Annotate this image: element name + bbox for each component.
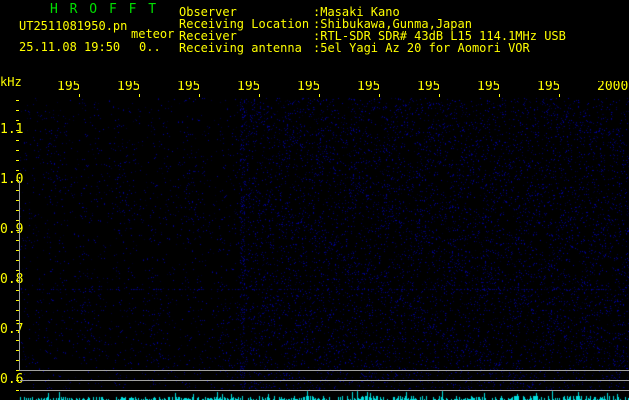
time-tick xyxy=(79,94,80,97)
frequency-tick xyxy=(16,170,19,171)
frequency-tick xyxy=(16,260,19,261)
time-label: 1958 xyxy=(477,81,499,93)
frequency-tick xyxy=(16,350,19,351)
frequency-tick xyxy=(16,180,19,181)
frequency-tick xyxy=(16,220,19,221)
frequency-tick xyxy=(16,270,19,271)
time-tick xyxy=(139,94,140,97)
frequency-label: 0.6 xyxy=(0,372,24,387)
frequency-tick xyxy=(16,300,19,301)
time-label: 2000 xyxy=(597,81,629,93)
frequency-tick xyxy=(16,110,19,111)
receiver-label: Receiver xyxy=(179,29,237,43)
frequency-tick xyxy=(16,120,19,121)
frequency-tick xyxy=(16,210,19,211)
time-label: 1953 xyxy=(177,81,199,93)
frequency-tick xyxy=(16,250,19,251)
frequency-label: 0.8 xyxy=(0,272,24,287)
frequency-tick xyxy=(16,360,19,361)
frequency-tick xyxy=(16,320,19,321)
frequency-tick xyxy=(16,310,19,311)
time-label: 1955 xyxy=(297,81,319,93)
mode-label: meteor xyxy=(131,27,175,41)
frequency-tick xyxy=(16,200,19,201)
frame-line xyxy=(19,181,20,371)
frequency-label: 0.9 xyxy=(0,222,24,237)
frequency-tick xyxy=(16,330,19,331)
location-value: :Shibukawa,Gunma,Japan xyxy=(313,17,472,31)
frequency-tick xyxy=(16,230,19,231)
datetime: 25.11.08 19:50 xyxy=(19,40,121,54)
time-tick xyxy=(199,94,200,97)
time-tick xyxy=(439,94,440,97)
frequency-tick xyxy=(16,240,19,241)
time-tick xyxy=(559,94,560,97)
receiver-value: :RTL-SDR SDR# 43dB L15 114.1MHz USB xyxy=(313,29,566,43)
antenna-label: Receiving antenna xyxy=(179,41,302,55)
antenna-value: :5el Yagi Az 20 for Aomori VOR xyxy=(313,41,530,55)
frequency-tick xyxy=(16,190,19,191)
frame-line xyxy=(20,380,629,381)
app-title: H R O F F T xyxy=(50,2,159,17)
frequency-tick xyxy=(16,100,19,101)
frequency-tick xyxy=(16,150,19,151)
observer-value: :Masaki Kano xyxy=(313,5,400,19)
frequency-tick xyxy=(16,130,19,131)
y-unit: kHz xyxy=(0,75,22,89)
frequency-tick xyxy=(16,370,19,371)
file-name: UT2511081950.pn xyxy=(19,19,128,33)
frequency-tick xyxy=(16,340,19,341)
frequency-tick xyxy=(16,280,19,281)
time-tick xyxy=(379,94,380,97)
location-label: Receiving Location xyxy=(179,17,310,31)
frequency-tick xyxy=(16,140,19,141)
frequency-label: 0.7 xyxy=(0,322,24,337)
time-tick xyxy=(319,94,320,97)
time-label: 1959 xyxy=(537,81,559,93)
time-label: 1957 xyxy=(417,81,439,93)
frame-line xyxy=(20,390,629,391)
frequency-tick xyxy=(16,390,19,391)
time-label: 1956 xyxy=(357,81,379,93)
frequency-label: 1.0 xyxy=(0,172,24,187)
frame-line xyxy=(19,370,629,371)
frequency-label: 1.1 xyxy=(0,122,24,137)
frequency-tick xyxy=(16,290,19,291)
counter: 0.. xyxy=(139,40,161,54)
observer-label: Observer xyxy=(179,5,237,19)
frequency-tick xyxy=(16,380,19,381)
time-label: 1954 xyxy=(237,81,259,93)
time-tick xyxy=(259,94,260,97)
time-tick xyxy=(499,94,500,97)
frequency-tick xyxy=(16,160,19,161)
